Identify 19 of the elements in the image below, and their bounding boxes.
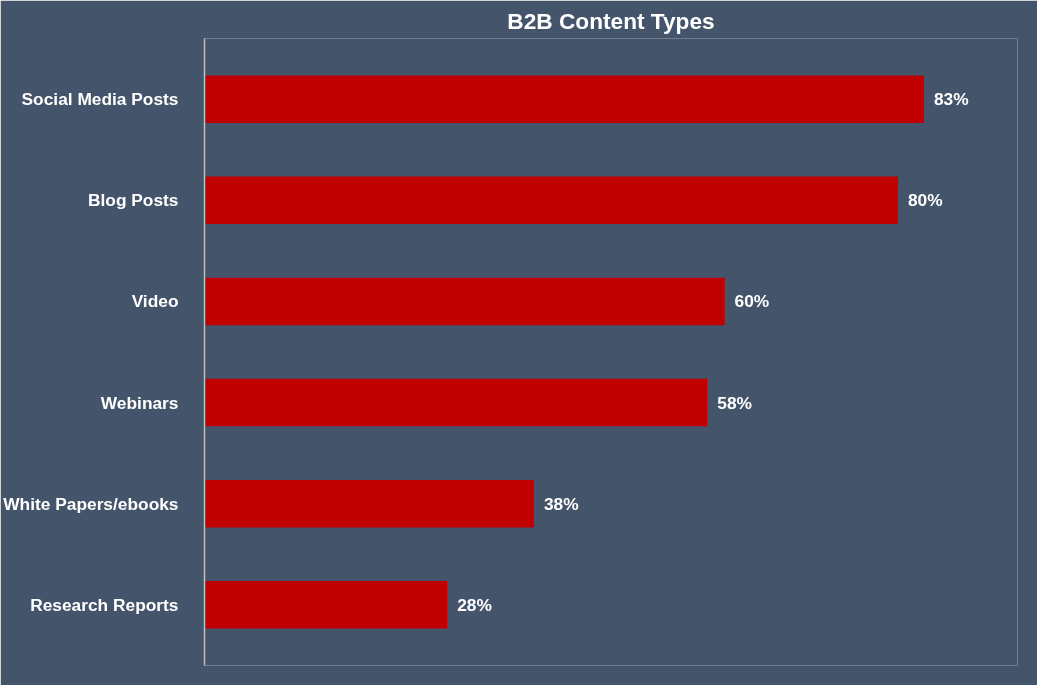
data-label: 80% xyxy=(907,190,943,211)
chart-title: B2B Content Types xyxy=(507,7,715,34)
y-tick-label: Research Reports xyxy=(30,594,179,615)
bar xyxy=(204,581,448,629)
data-label: 28% xyxy=(457,594,492,615)
bar xyxy=(204,378,708,427)
data-label: 60% xyxy=(734,291,770,312)
y-tick-label: White Papers/ebooks xyxy=(3,493,179,514)
y-tick-label: Video xyxy=(131,291,179,312)
y-tick-label: Webinars xyxy=(100,392,179,413)
data-label: 83% xyxy=(933,89,969,110)
y-tick-label: Social Media Posts xyxy=(21,89,179,110)
data-label: 38% xyxy=(543,493,579,514)
y-tick-label: Blog Posts xyxy=(88,190,179,211)
bar xyxy=(204,75,924,123)
data-label: 58% xyxy=(717,392,752,413)
bar xyxy=(204,176,898,225)
bar xyxy=(204,277,725,326)
bar xyxy=(204,479,534,528)
